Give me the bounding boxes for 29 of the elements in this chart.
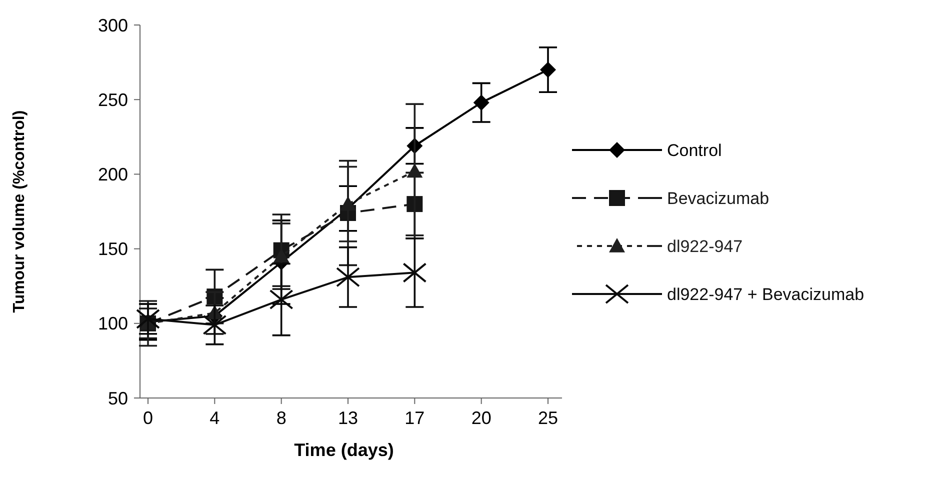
point (269, 290, 294, 310)
y-tick-label: 250 (98, 90, 128, 110)
point (402, 262, 427, 283)
x-tick-label: 13 (338, 408, 358, 428)
y-tick-label: 100 (98, 314, 128, 334)
point (202, 314, 227, 335)
point (136, 308, 160, 329)
point (473, 94, 490, 111)
point (406, 196, 423, 212)
x-tick-label: 0 (142, 408, 154, 428)
legend-label: Control (667, 140, 722, 160)
point (340, 196, 356, 210)
legend-label: dl922-947 + Bevacizumab (667, 284, 864, 304)
point (336, 267, 360, 288)
y-axis-title: Tumour volume (%control) (11, 110, 28, 313)
y-tick-label: 150 (98, 239, 128, 260)
legend-label: Bevacizumab (667, 188, 770, 208)
x-tick-label: 4 (210, 408, 220, 428)
legend-label: dl922-947 (667, 236, 743, 256)
x-axis-title: Time (days) (294, 440, 394, 460)
x-tick-label: 8 (276, 408, 286, 428)
y-tick-label: 50 (108, 388, 128, 408)
y-tick-label: 300 (98, 15, 128, 36)
x-tick-label: 20 (471, 408, 492, 428)
x-tick-label: 25 (538, 408, 558, 428)
point (540, 62, 556, 78)
point (406, 163, 423, 178)
y-tick-label: 200 (98, 164, 128, 184)
x-tick-label: 17 (404, 408, 425, 428)
